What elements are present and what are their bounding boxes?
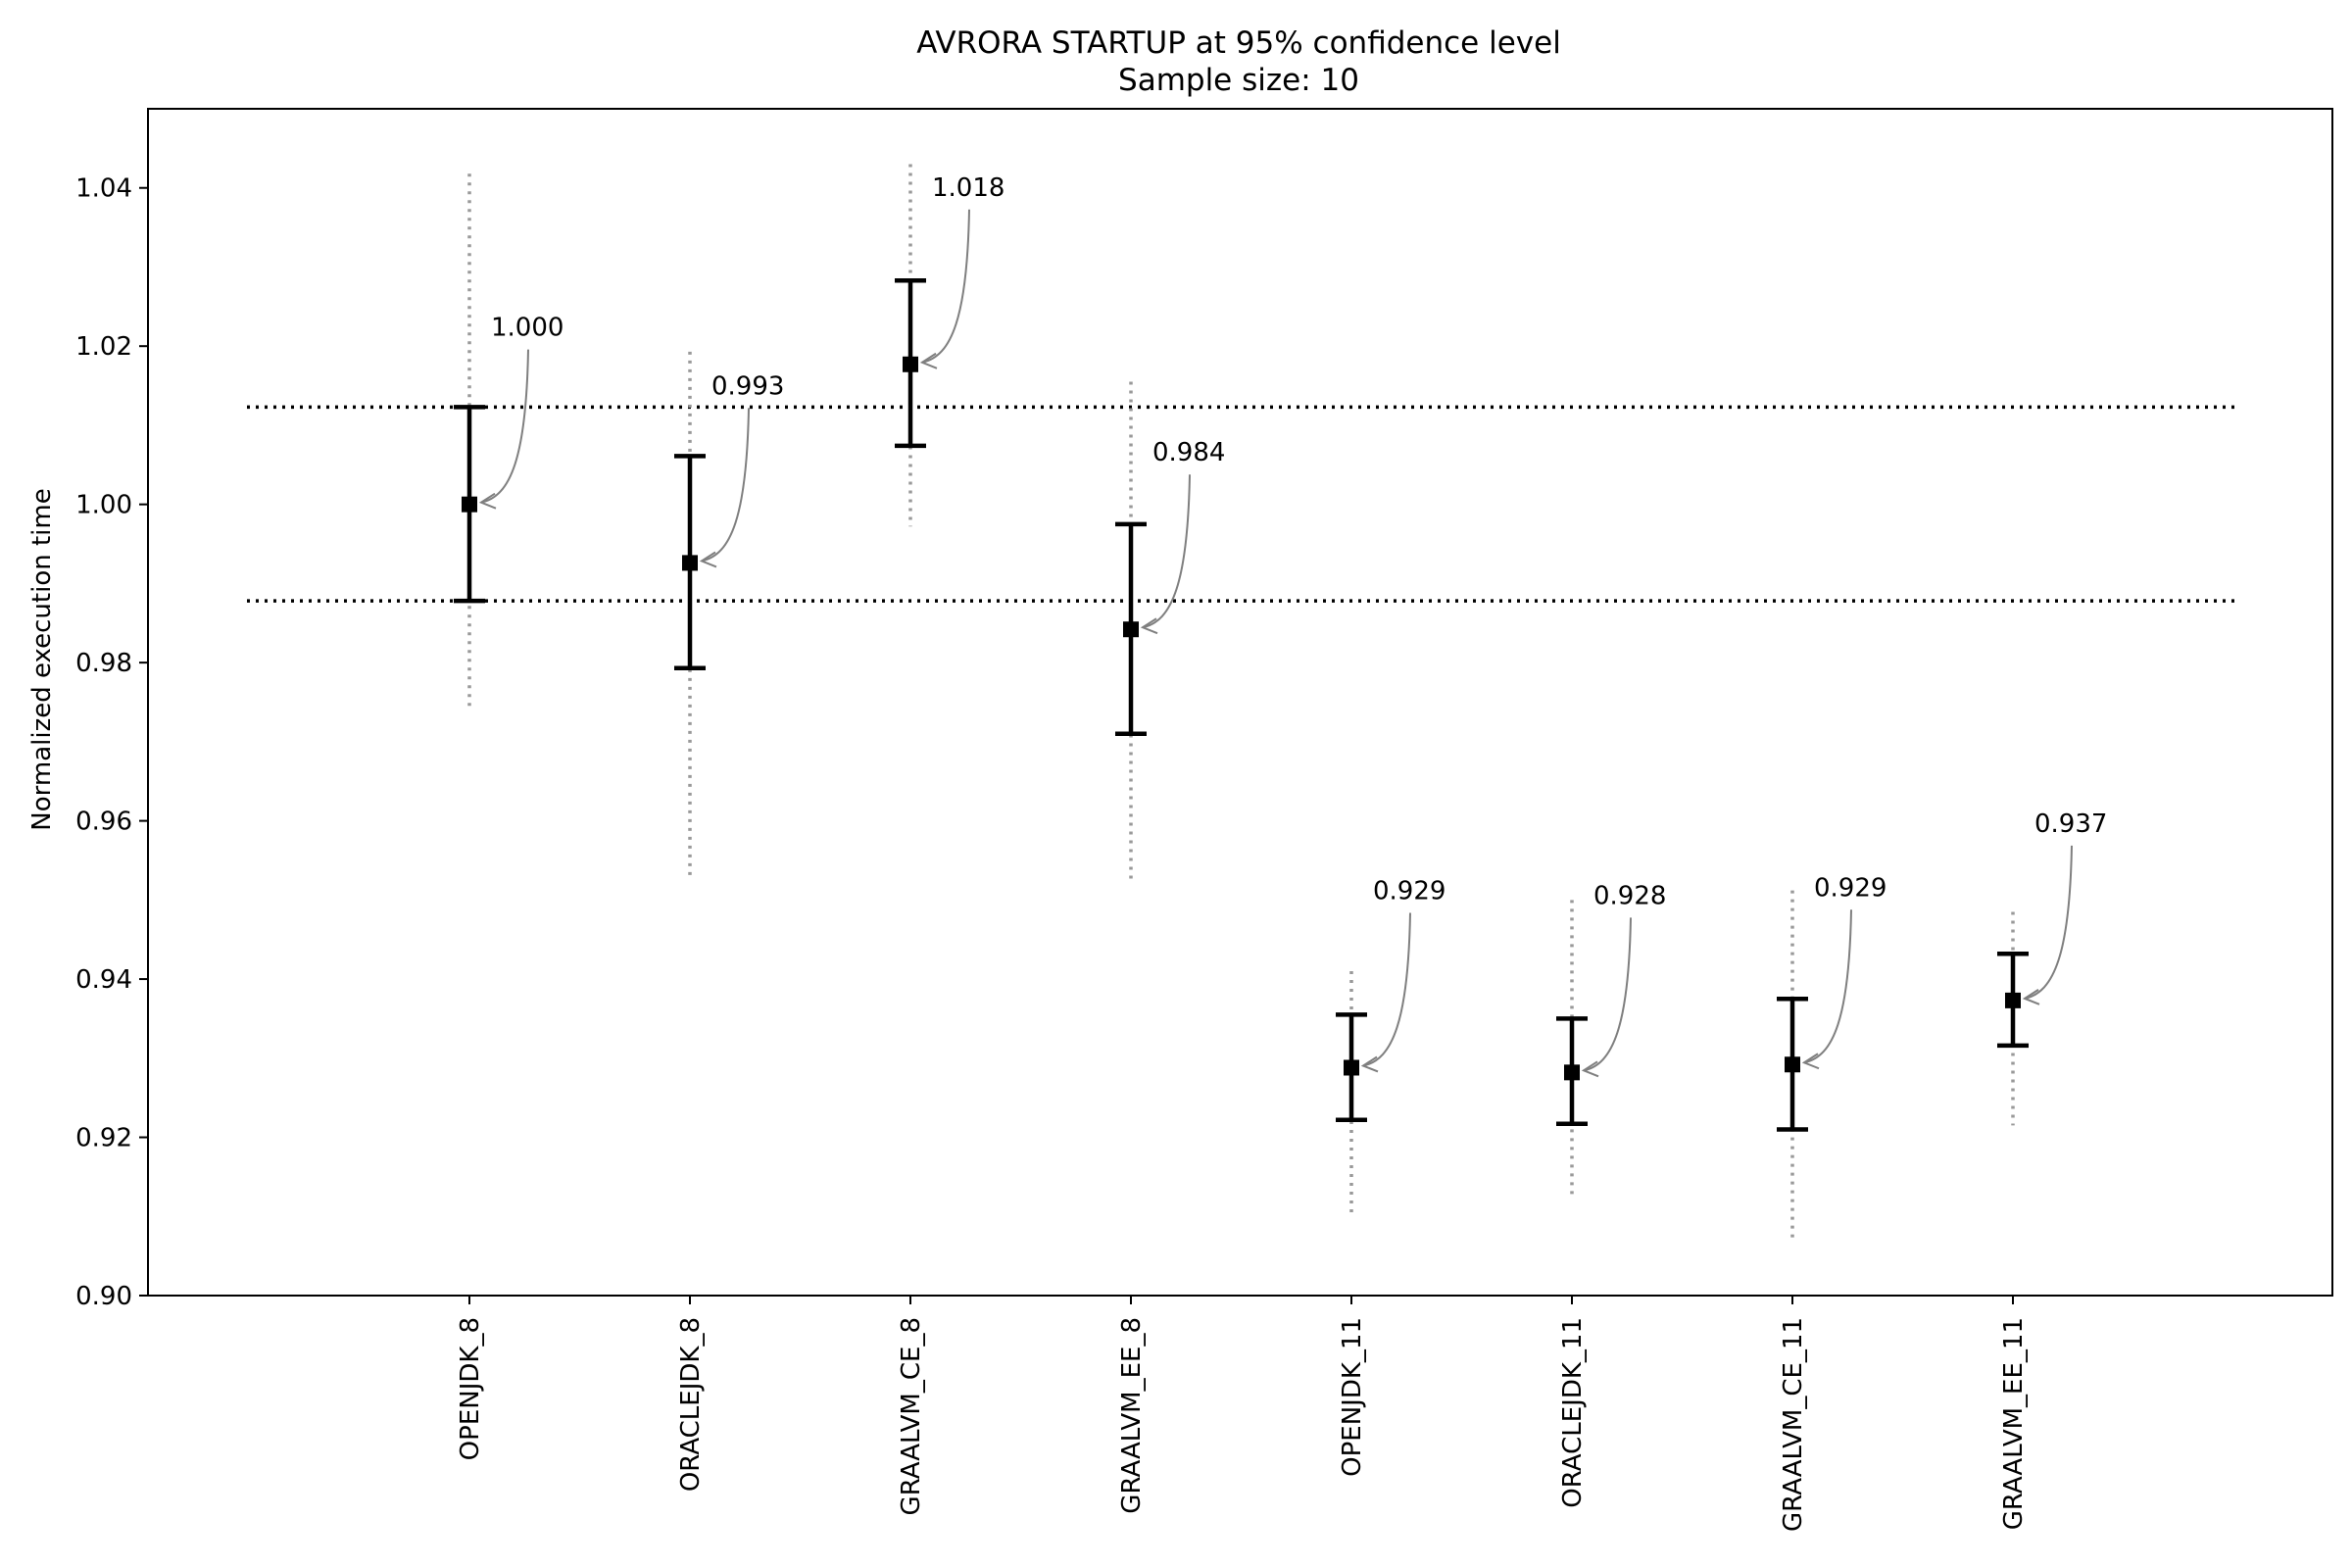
annotation-arrow (1583, 917, 1632, 1072)
y-tick-label: 0.94 (75, 965, 132, 995)
value-label: 0.929 (1373, 876, 1446, 906)
chart-title: AVRORA STARTUP at 95% confidence level (916, 25, 1561, 61)
annotation-arrowhead (478, 492, 497, 510)
value-label: 0.929 (1814, 873, 1886, 903)
annotation-arrow (921, 209, 970, 364)
category-label: OPENJDK_8 (456, 1317, 485, 1460)
chart-subtitle: Sample size: 10 (1118, 63, 1359, 98)
annotation-arrowhead (1801, 1053, 1820, 1070)
annotation-arrowhead (699, 551, 717, 568)
value-label: 0.937 (2034, 809, 2107, 839)
value-label: 1.018 (932, 173, 1004, 203)
y-tick-label: 0.96 (75, 808, 132, 837)
annotation-arrow (1362, 912, 1411, 1067)
annotation-arrow (480, 349, 529, 504)
mean-marker (1564, 1064, 1580, 1081)
annotation-arrow (701, 408, 750, 563)
plot-area: 0.90 0.92 0.94 0.96 0.98 1.00 1.02 1.04 OPENJDK_… (75, 164, 2234, 1532)
y-tick-label: 0.92 (75, 1124, 132, 1153)
annotation-arrowhead (1581, 1060, 1599, 1078)
mean-marker (1785, 1056, 1800, 1073)
annotation-arrow (1142, 474, 1191, 629)
annotation-arrowhead (1140, 617, 1158, 635)
category-label: GRAALVM_CE_8 (897, 1317, 926, 1515)
y-tick-label: 1.04 (75, 174, 132, 204)
value-label: 0.928 (1593, 881, 1666, 910)
mean-marker (2005, 992, 2021, 1008)
plot-frame (147, 108, 2333, 1297)
value-label: 0.993 (711, 371, 784, 401)
mean-marker (462, 496, 477, 513)
y-tick-label: 0.98 (75, 649, 132, 678)
category-label: OPENJDK_11 (1338, 1317, 1367, 1477)
annotation-arrow (1803, 909, 1852, 1064)
value-label: 0.984 (1152, 438, 1225, 467)
mean-marker (1123, 621, 1139, 638)
mean-marker (1344, 1059, 1359, 1076)
mean-marker (903, 356, 918, 372)
value-label: 1.000 (491, 314, 564, 343)
mean-marker (682, 555, 698, 571)
category-label: GRAALVM_CE_11 (1779, 1317, 1808, 1532)
annotation-arrowhead (1360, 1055, 1379, 1073)
category-label: ORACLEJDK_8 (676, 1317, 706, 1492)
y-tick-label: 0.90 (75, 1282, 132, 1311)
annotation-arrow (2024, 845, 2073, 1000)
y-axis-label: Normalized execution time (27, 488, 57, 830)
category-label: GRAALVM_EE_11 (1999, 1317, 2029, 1530)
y-tick-label: 1.00 (75, 491, 132, 520)
category-label: GRAALVM_EE_8 (1117, 1317, 1147, 1514)
y-tick-label: 1.02 (75, 332, 132, 362)
category-label: ORACLEJDK_11 (1558, 1317, 1588, 1508)
annotation-arrowhead (2022, 989, 2040, 1005)
annotation-arrowhead (919, 352, 938, 369)
